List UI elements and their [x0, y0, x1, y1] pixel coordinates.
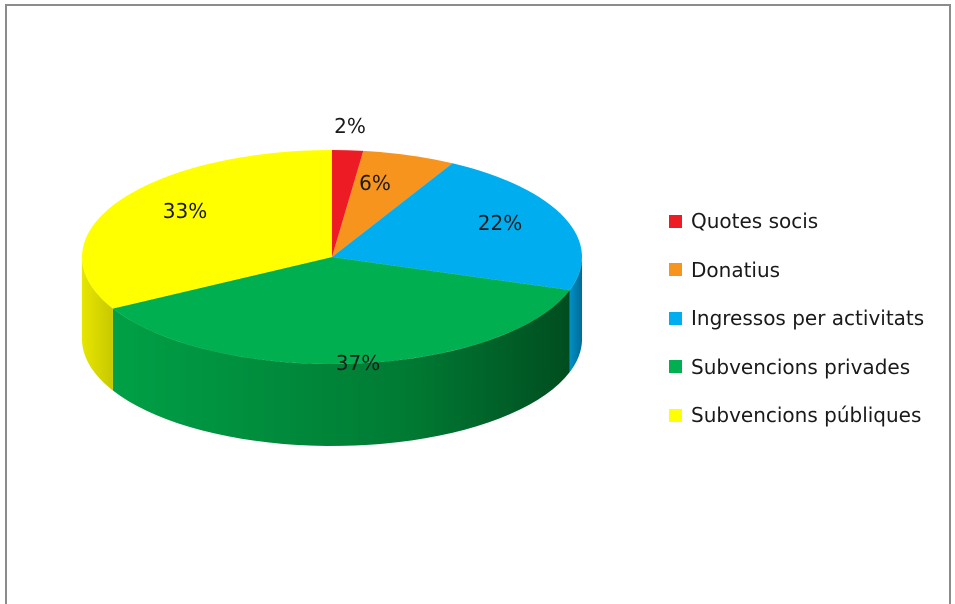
pie-slice-quotes-socis [332, 150, 364, 257]
pie-side-ingressos-per-activitats [569, 257, 582, 373]
legend-swatch [669, 214, 682, 228]
pie-side-subvencions-privades [112, 290, 570, 446]
legend-swatch [669, 408, 682, 422]
pie-slice-subvencions-publiques [81, 150, 332, 309]
legend-swatch [669, 311, 682, 325]
pie-slice-subvencions-privades [112, 257, 570, 364]
data-label-quotes-socis: 2% [334, 114, 366, 138]
pie-slices [81, 150, 582, 364]
legend-item-donatius: Donatius [669, 246, 924, 295]
legend-label: Subvencions públiques [691, 403, 922, 428]
data-label-subvencions-privades: 37% [336, 351, 380, 375]
legend-item-subvencions-privades: Subvencions privades [669, 343, 924, 392]
legend-label: Subvencions privades [691, 354, 911, 379]
legend-item-ingressos: Ingressos per activitats [669, 294, 924, 343]
pie-slice-ingressos-per-activitats [332, 163, 582, 291]
data-label-donatius: 6% [359, 171, 391, 195]
legend-label: Ingressos per activitats [691, 306, 925, 331]
legend-swatch [669, 263, 682, 277]
legend: Quotes socis Donatius Ingressos per acti… [669, 197, 924, 440]
legend-item-subvencions-publiques: Subvencions públiques [669, 391, 924, 440]
legend-label: Quotes socis [691, 209, 819, 234]
data-label-ingressos: 22% [478, 211, 522, 235]
pie-side-subvencions-publiques [82, 257, 113, 391]
pie-slice-donatius [332, 150, 453, 257]
legend-item-quotes-socis: Quotes socis [669, 197, 924, 246]
data-label-subvencions-publiques: 33% [163, 199, 207, 223]
legend-label: Donatius [691, 257, 781, 282]
data-labels: 2% 6% 22% 37% 33% [163, 114, 522, 375]
legend-swatch [669, 360, 682, 374]
pie-sides [82, 257, 582, 446]
